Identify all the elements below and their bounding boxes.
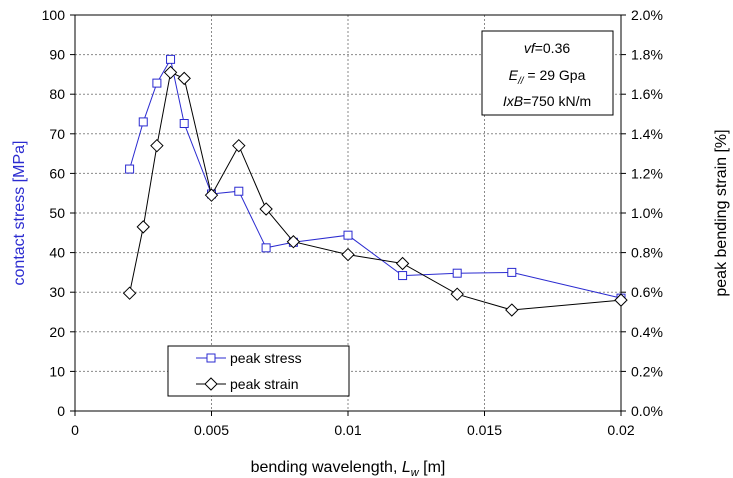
- strain-point: [136, 220, 150, 234]
- stress-point: [398, 271, 408, 281]
- y2-tick-label: 1.4%: [631, 126, 663, 142]
- y2-tick-label: 1.6%: [631, 86, 663, 102]
- series-line-strain: [129, 71, 622, 311]
- parameter-vf-value: =0.36: [535, 40, 571, 56]
- legend: peak stress peak strain: [167, 345, 350, 397]
- parameter-modulus-symbol: E: [509, 67, 519, 83]
- stress-point: [234, 186, 244, 196]
- legend-frame: [167, 345, 350, 397]
- stress-point: [138, 117, 148, 127]
- x-axis-title-symbol: L: [402, 459, 411, 476]
- parameter-box-frame: [481, 30, 614, 116]
- y-tick-label: 60: [49, 165, 65, 181]
- legend-stress-label: peak stress: [230, 350, 302, 366]
- parameter-vf: vf=0.36: [524, 40, 571, 56]
- y2-tick-label: 1.2%: [631, 165, 663, 181]
- y-axis-title: contact stress [MPa]: [11, 141, 28, 286]
- x-axis-title: bending wavelength, Lw [m]: [251, 459, 446, 478]
- parameter-modulus: E// = 29 Gpa: [509, 67, 586, 87]
- strain-point: [150, 138, 164, 153]
- parameter-ixb-symbol: IxB: [503, 93, 523, 109]
- y2-tick-label: 0.2%: [631, 363, 663, 379]
- strain-point: [122, 286, 137, 300]
- parameter-ixb-value: =750 kN/m: [523, 93, 591, 109]
- strain-point: [177, 71, 191, 86]
- legend-item-strain: peak strain: [196, 376, 298, 392]
- parameter-modulus-subscript: //: [517, 76, 525, 87]
- y2-tick-label: 1.8%: [631, 47, 663, 63]
- stress-point: [166, 54, 176, 64]
- x-tick-label: 0.015: [467, 422, 502, 438]
- y2-tick-label: 2.0%: [631, 7, 663, 23]
- x-tick-label: 0.005: [194, 422, 229, 438]
- y-tick-label: 70: [49, 126, 65, 142]
- strain-point: [232, 138, 246, 153]
- strain-point: [341, 247, 355, 262]
- parameter-vf-symbol: vf: [524, 40, 537, 56]
- strain-point: [614, 293, 628, 307]
- x-axis-title-main: bending wavelength,: [251, 459, 402, 476]
- y2-tick-label: 0.8%: [631, 245, 663, 261]
- parameter-modulus-value: = 29 Gpa: [524, 67, 586, 83]
- y2-tick-label: 0.6%: [631, 284, 663, 300]
- series: [122, 54, 628, 317]
- y-tick-label: 90: [49, 47, 65, 63]
- y2-tick-label: 1.0%: [631, 205, 663, 221]
- y-tick-label: 80: [49, 86, 65, 102]
- y2-tick-label: 0.4%: [631, 324, 663, 340]
- strain-point: [450, 287, 464, 301]
- y-tick-label: 10: [49, 363, 65, 379]
- y-tick-label: 40: [49, 245, 65, 261]
- y-tick-label: 100: [42, 7, 66, 23]
- strain-point: [395, 256, 410, 271]
- stress-point: [261, 243, 271, 253]
- strain-point: [204, 188, 219, 202]
- strain-point: [163, 65, 178, 80]
- ticks: 0 10 20 30 40 50 60 70 80 90 100 0.0% 0.2% 0.4% 0.6% 0.…: [42, 7, 663, 438]
- x-axis-title-subscript: w: [411, 467, 420, 478]
- legend-item-stress: peak stress: [196, 350, 302, 366]
- y-tick-label: 20: [49, 324, 65, 340]
- legend-strain-label: peak strain: [230, 376, 298, 392]
- stress-point: [507, 267, 517, 277]
- x-tick-label: 0.01: [334, 422, 361, 438]
- y-tick-label: 50: [49, 205, 65, 221]
- stress-point: [343, 230, 353, 240]
- stress-point: [125, 164, 135, 174]
- parameter-ixb: IxB=750 kN/m: [503, 93, 591, 109]
- x-tick-label: 0: [71, 422, 79, 438]
- strain-point: [259, 202, 273, 216]
- strain-point: [286, 235, 301, 249]
- legend-stress-marker: [206, 353, 216, 363]
- x-axis-title-unit: [m]: [419, 459, 446, 476]
- y-tick-label: 30: [49, 284, 65, 300]
- legend-strain-marker: [204, 377, 218, 391]
- stress-point: [152, 78, 162, 88]
- parameter-box: vf=0.36 E// = 29 Gpa IxB=750 kN/m: [481, 30, 614, 116]
- x-tick-label: 0.02: [607, 422, 634, 438]
- y-tick-label: 0: [57, 403, 65, 419]
- y2-axis-title: peak bending strain [%]: [713, 129, 730, 296]
- stress-point: [179, 119, 189, 129]
- stress-point: [452, 268, 462, 278]
- y2-tick-label: 0.0%: [631, 403, 663, 419]
- strain-point: [505, 303, 519, 317]
